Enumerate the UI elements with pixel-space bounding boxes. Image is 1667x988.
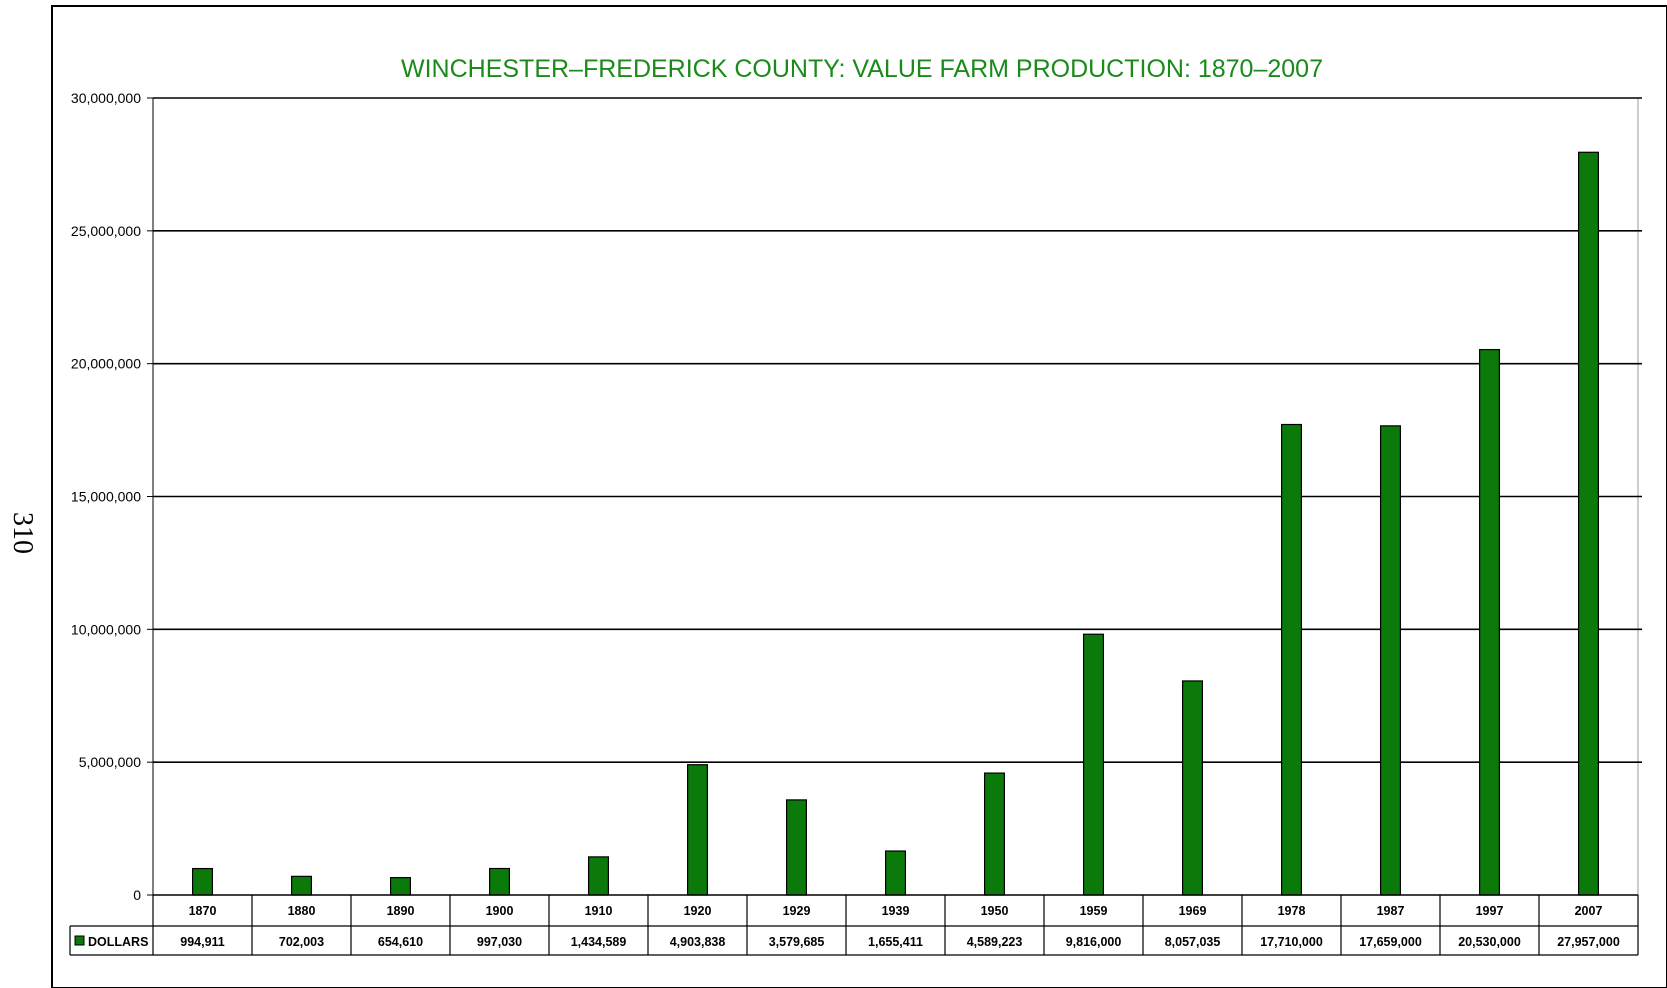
bar-1920 [686, 764, 708, 896]
x-tick-label: 1910 [585, 904, 613, 918]
grid-layer [152, 97, 1642, 896]
x-tick-label: 1969 [1179, 904, 1207, 918]
x-tick-label: 1929 [783, 904, 811, 918]
chart-title: WINCHESTER–FREDERICK COUNTY: VALUE FARM … [401, 55, 1323, 83]
bar-1870 [192, 867, 214, 896]
bar-1959 [1082, 633, 1104, 896]
y-tick-label: 30,000,000 [71, 90, 141, 106]
y-tick-label: 10,000,000 [71, 621, 141, 637]
bar-1929 [785, 799, 807, 896]
data-label: 17,659,000 [1359, 935, 1422, 949]
x-tick-label: 2007 [1575, 904, 1603, 918]
y-tick-label: 20,000,000 [71, 356, 141, 372]
bar-1900 [489, 867, 511, 896]
data-label: 994,911 [180, 935, 225, 949]
y-tick-label: 5,000,000 [79, 754, 141, 770]
x-tick-label: 1900 [486, 904, 514, 918]
legend-swatch [74, 935, 85, 946]
x-tick-label: 1987 [1377, 904, 1405, 918]
x-tick-label: 1997 [1476, 904, 1504, 918]
x-tick-label: 1920 [684, 904, 712, 918]
data-label: 654,610 [378, 935, 423, 949]
x-tick-label: 1959 [1080, 904, 1108, 918]
data-label: 20,530,000 [1458, 935, 1521, 949]
data-label: 17,710,000 [1260, 935, 1323, 949]
y-axis: 0 5,000,000 10,000,000 15,000,000 20,000,000… [71, 90, 154, 903]
y-tick-label: 15,000,000 [71, 489, 141, 505]
x-tick-label: 1939 [882, 904, 910, 918]
bar-2007 [1577, 151, 1599, 896]
bar-1910 [587, 856, 609, 896]
data-label: 997,030 [477, 935, 522, 949]
x-tick-label: 1978 [1278, 904, 1306, 918]
data-label: 3,579,685 [769, 935, 825, 949]
legend-label: DOLLARS [88, 935, 148, 949]
data-label: 9,816,000 [1066, 935, 1122, 949]
bar-1890 [390, 877, 412, 896]
data-label: 4,589,223 [967, 935, 1023, 949]
data-label: 1,434,589 [571, 935, 627, 949]
data-label: 1,655,411 [868, 935, 923, 949]
x-tick-label: 1890 [387, 904, 415, 918]
data-label: 8,057,035 [1165, 935, 1221, 949]
bar-1880 [291, 875, 313, 896]
y-tick-label: 0 [133, 887, 141, 903]
bar-1987 [1379, 425, 1401, 896]
data-label: 4,903,838 [670, 935, 726, 949]
bar-series [192, 151, 1599, 896]
data-label: 702,003 [279, 935, 324, 949]
chart-border [51, 5, 1667, 988]
bar-1969 [1181, 680, 1203, 896]
bar-1950 [983, 772, 1005, 896]
x-tick-label: 1950 [981, 904, 1009, 918]
bar-1978 [1280, 423, 1302, 896]
bar-1939 [884, 850, 906, 896]
x-tick-label: 1870 [189, 904, 217, 918]
x-tick-label: 1880 [288, 904, 316, 918]
bar-1997 [1478, 348, 1500, 896]
data-label: 27,957,000 [1557, 935, 1620, 949]
y-tick-label: 25,000,000 [71, 223, 141, 239]
data-table: 1870 1880 1890 1900 1910 1920 1929 1939 1950 1959… [69, 894, 1639, 956]
